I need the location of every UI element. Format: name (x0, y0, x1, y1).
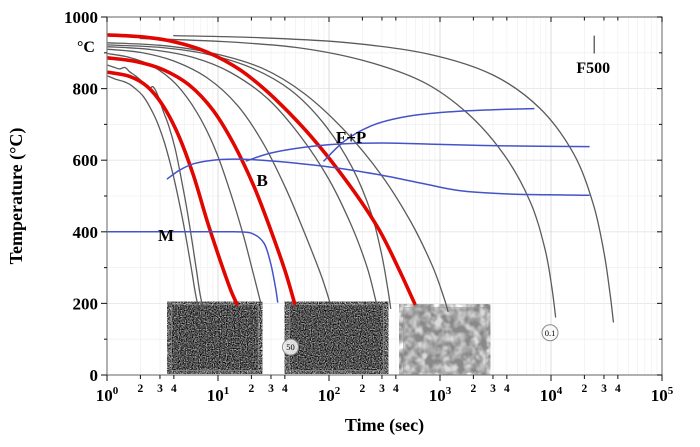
x-minor-tick-label: 3 (157, 383, 163, 395)
x-decade-label: 105 (651, 385, 674, 405)
micrograph-martensite (171, 304, 259, 372)
x-minor-tick-label: 4 (282, 383, 288, 395)
cooling-curve-4 (107, 48, 332, 305)
x-axis-title: Time (sec) (345, 415, 424, 436)
ferrite-pearlite-upper-line (323, 107, 535, 162)
rate-label-50: 50 (282, 338, 300, 356)
y-axis-title: Temperature (°C) (6, 128, 27, 265)
svg-text:0.1: 0.1 (545, 328, 556, 338)
x-minor-tick-label: 4 (393, 383, 399, 395)
x-minor-tick-label: 2 (471, 383, 477, 395)
micrograph-bainite (289, 304, 384, 372)
cooling-curve-2 (107, 75, 199, 307)
x-minor-tick-label: 2 (582, 383, 588, 395)
cooling-curve-8 (139, 37, 557, 318)
x-minor-tick-label: 3 (268, 383, 274, 395)
x-decade-label: 100 (96, 385, 119, 405)
x-minor-tick-label: 2 (138, 383, 144, 395)
y-axis-unit: °C (77, 39, 95, 56)
martensite-start-line (107, 230, 279, 303)
x-minor-tick-label: 4 (171, 383, 177, 395)
label-ferrite-pearlite: F+P (336, 128, 366, 147)
x-minor-tick-label: 2 (360, 383, 366, 395)
x-minor-tick-label: 4 (615, 383, 621, 395)
x-minor-tick-label: 3 (379, 383, 385, 395)
x-decade-label: 104 (540, 385, 563, 405)
x-minor-tick-label: 4 (504, 383, 510, 395)
x-minor-tick-label: 3 (601, 383, 607, 395)
axis-ticks (101, 16, 663, 381)
rate-label-0-1: 0.1 (541, 324, 559, 342)
x-decade-label: 103 (429, 385, 452, 405)
ferrite-pearlite-lower-line (245, 142, 590, 162)
cooling-curve-6 (107, 44, 392, 310)
annotations: M B F+P F500 50 0.1 (158, 35, 610, 356)
y-tick-label: 200 (73, 294, 99, 313)
y-tick-label: 0 (90, 366, 99, 385)
curves-layer (107, 33, 615, 323)
x-decade-label: 101 (207, 385, 230, 405)
micrograph-ferrite-pearlite (403, 307, 487, 373)
label-f500: F500 (576, 60, 610, 77)
bainite-start-line (166, 158, 590, 197)
cooling-curve-5 (107, 46, 381, 315)
cooling-curve-9 (173, 34, 615, 323)
svg-text:50: 50 (286, 342, 295, 352)
x-minor-tick-label: 3 (490, 383, 496, 395)
y-tick-label: 800 (73, 80, 99, 99)
highlight-cooling-curve-2 (107, 56, 297, 306)
label-bainite: B (256, 171, 267, 190)
x-decade-label: 102 (318, 385, 341, 405)
highlight-cooling-curve-3 (107, 33, 417, 306)
x-minor-tick-label: 2 (249, 383, 255, 395)
highlight-cooling-curve-1 (107, 70, 239, 306)
label-martensite: M (158, 226, 174, 245)
y-tick-label: 1000 (64, 8, 98, 27)
y-tick-label: 400 (73, 223, 99, 242)
y-tick-label: 600 (73, 151, 99, 170)
